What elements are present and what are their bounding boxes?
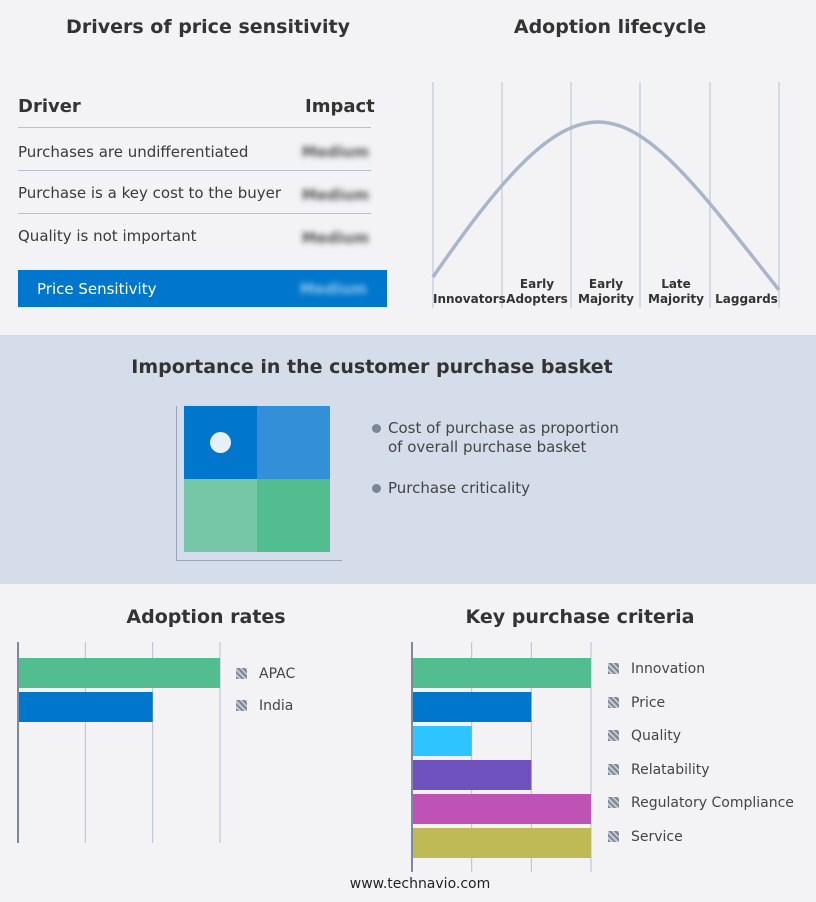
stage-label: Early Majority <box>578 277 634 306</box>
legend-label: Regulatory Compliance <box>631 795 794 812</box>
legend-item: Regulatory Compliance <box>608 795 794 811</box>
header-divider <box>18 127 371 128</box>
bullet-icon <box>372 424 381 433</box>
summary-label: Price Sensitivity <box>37 280 157 298</box>
bar-regulatory-compliance <box>412 794 591 824</box>
stage-label: Laggards <box>715 292 778 306</box>
driver-label: Purchases are undifferentiated <box>18 143 249 161</box>
stage-label: Early Adopters <box>506 277 568 306</box>
bullet-icon <box>372 484 381 493</box>
driver-row: Purchase is a key cost to the buyer Mediu… <box>18 172 371 214</box>
legend-swatch-icon <box>236 668 247 679</box>
impact-value: Medium <box>301 186 369 204</box>
legend-swatch-icon <box>608 696 619 708</box>
bar-quality <box>412 726 472 756</box>
legend-swatch-icon <box>236 700 247 711</box>
legend-swatch-icon <box>608 797 619 809</box>
legend-swatch-icon <box>608 730 619 742</box>
basket-title: Importance in the customer purchase bask… <box>131 356 613 378</box>
legend-swatch-icon <box>608 663 619 674</box>
drivers-title: Drivers of price sensitivity <box>66 16 350 38</box>
legend-item: Relatability <box>608 762 710 778</box>
legend-label: Innovation <box>631 661 706 677</box>
driver-label: Purchase is a key cost to the buyer <box>18 184 282 202</box>
legend-item: Quality <box>608 728 681 744</box>
legend-swatch-icon <box>608 831 619 842</box>
adoption-curve <box>431 120 781 292</box>
legend-item: Service <box>608 829 683 845</box>
legend-label: Quality <box>631 728 682 745</box>
legend-label: APAC <box>259 666 296 682</box>
bar-service <box>412 828 591 858</box>
purchase-criteria-title: Key purchase criteria <box>465 606 695 628</box>
quadrant <box>184 479 257 552</box>
adoption-rates-title: Adoption rates <box>126 606 286 628</box>
legend-label: Purchase criticality <box>388 479 531 497</box>
price-sensitivity-summary: Price Sensitivity Medium <box>18 270 387 307</box>
matrix-axes <box>176 406 342 561</box>
legend-item: India <box>236 698 293 714</box>
legend-label: Service <box>631 829 683 845</box>
summary-impact: Medium <box>299 280 367 298</box>
bar-relatability <box>412 760 532 790</box>
driver-row: Quality is not important Medium <box>18 215 371 257</box>
bar-price <box>412 692 532 722</box>
driver-label: Quality is not important <box>18 227 197 245</box>
legend-label: Price <box>631 694 666 711</box>
quadrant <box>257 406 330 479</box>
legend-item: APAC <box>236 666 295 682</box>
footer-url: www.technavio.com <box>349 876 491 892</box>
legend-label: Cost of purchase as proportion of overal… <box>388 419 619 456</box>
legend-swatch-icon <box>608 763 619 775</box>
col-impact-header: Impact <box>305 96 375 117</box>
legend-item: Price <box>608 695 665 711</box>
lifecycle-title: Adoption lifecycle <box>513 16 707 38</box>
col-driver-header: Driver <box>18 96 81 117</box>
bar-india <box>18 692 153 722</box>
basket-legend-item: Purchase criticality <box>372 479 530 497</box>
basket-section <box>0 335 816 584</box>
lifecycle-chart <box>431 82 781 308</box>
legend-item: Innovation <box>608 661 705 677</box>
driver-row: Purchases are undifferentiated Medium <box>18 129 371 171</box>
bar-innovation <box>412 658 591 688</box>
stage-label: Innovators <box>433 292 506 306</box>
legend-label: India <box>259 698 294 714</box>
position-marker <box>210 432 231 453</box>
stage-label: Late Majority <box>648 277 704 306</box>
quadrant <box>257 479 330 552</box>
impact-value: Medium <box>301 229 369 247</box>
impact-value: Medium <box>301 143 369 161</box>
basket-legend-item: Cost of purchase as proportion of overal… <box>372 419 632 457</box>
bar-apac <box>18 658 220 688</box>
legend-label: Relatability <box>631 761 710 778</box>
